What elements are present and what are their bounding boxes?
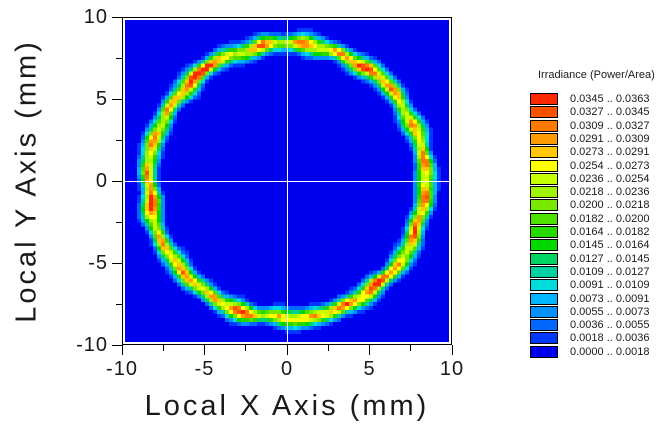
x-major-tick — [121, 345, 123, 355]
y-major-tick — [112, 180, 122, 182]
x-tick-label: 10 — [439, 358, 465, 380]
legend-row: 0.0073 .. 0.0091 — [530, 292, 664, 306]
legend-range-label: 0.0218 .. 0.0236 — [570, 186, 650, 199]
legend-range-label: 0.0000 .. 0.0018 — [570, 345, 650, 358]
legend-row: 0.0036 .. 0.0055 — [530, 319, 664, 332]
legend-range-label: 0.0327 .. 0.0345 — [570, 106, 650, 119]
legend-swatch — [530, 199, 558, 212]
legend-range-label: 0.0291 .. 0.0309 — [570, 132, 650, 145]
legend-swatch — [530, 146, 558, 159]
x-tick-label: 5 — [363, 358, 376, 380]
legend-range-label: 0.0164 .. 0.0182 — [570, 226, 650, 238]
x-major-tick — [286, 345, 288, 355]
legend-row: 0.0127 .. 0.0145 — [530, 252, 664, 266]
legend-range-label: 0.0018 .. 0.0036 — [570, 332, 650, 345]
legend-row: 0.0200 .. 0.0218 — [530, 199, 664, 212]
legend-range-label: 0.0182 .. 0.0200 — [570, 212, 650, 225]
y-major-tick — [112, 98, 122, 100]
legend-swatch — [530, 119, 558, 132]
legend-row: 0.0109 .. 0.0127 — [530, 265, 664, 279]
legend-row: 0.0273 .. 0.0291 — [530, 146, 664, 159]
y-major-tick — [112, 16, 122, 18]
plot-frame — [122, 17, 452, 345]
legend-row: 0.0000 .. 0.0018 — [530, 345, 664, 359]
legend-swatch — [530, 252, 558, 265]
legend-swatch — [530, 265, 558, 278]
x-tick-label: -10 — [106, 358, 138, 380]
y-tick-label: 10 — [83, 6, 108, 28]
legend-swatch — [530, 159, 558, 172]
legend-swatch — [530, 239, 558, 252]
legend-range-label: 0.0345 .. 0.0363 — [570, 93, 650, 105]
legend-range-label: 0.0127 .. 0.0145 — [570, 252, 650, 265]
y-minor-tick — [116, 139, 122, 141]
legend-range-label: 0.0036 .. 0.0055 — [570, 319, 650, 332]
legend-range-label: 0.0055 .. 0.0073 — [570, 305, 650, 318]
x-tick-label: -5 — [194, 358, 215, 380]
y-minor-tick — [116, 221, 122, 223]
legend-swatch — [530, 186, 558, 199]
legend-title: Irradiance (Power/Area) — [538, 69, 655, 81]
x-major-tick — [451, 345, 453, 355]
legend-swatch — [530, 292, 558, 305]
legend-swatch — [530, 305, 558, 318]
crosshair-horizontal-line — [125, 181, 449, 182]
legend-range-label: 0.0109 .. 0.0127 — [570, 265, 650, 278]
legend-swatch — [530, 226, 558, 238]
legend-row: 0.0145 .. 0.0164 — [530, 239, 664, 252]
legend-row: 0.0091 .. 0.0109 — [530, 279, 664, 292]
legend-range-label: 0.0273 .. 0.0291 — [570, 146, 650, 159]
legend-swatch — [530, 345, 558, 358]
y-tick-label: -10 — [76, 334, 108, 356]
legend-range-label: 0.0254 .. 0.0273 — [570, 159, 650, 172]
legend-swatch — [530, 106, 558, 119]
legend-swatch — [530, 332, 558, 345]
legend-swatch — [530, 279, 558, 292]
x-minor-tick — [162, 345, 164, 351]
y-tick-label: 0 — [95, 170, 108, 192]
legend-row: 0.0254 .. 0.0273 — [530, 159, 664, 173]
legend-row: 0.0055 .. 0.0073 — [530, 305, 664, 319]
y-minor-tick — [116, 57, 122, 59]
legend-row: 0.0182 .. 0.0200 — [530, 212, 664, 226]
legend-row: 0.0236 .. 0.0254 — [530, 172, 664, 186]
y-tick-label: -5 — [88, 252, 108, 274]
legend-range-label: 0.0073 .. 0.0091 — [570, 292, 650, 305]
legend-row: 0.0345 .. 0.0363 — [530, 93, 664, 106]
legend-row: 0.0018 .. 0.0036 — [530, 332, 664, 345]
legend-swatch — [530, 172, 558, 185]
legend-range-label: 0.0309 .. 0.0327 — [570, 119, 650, 132]
legend-range-label: 0.0200 .. 0.0218 — [570, 199, 650, 212]
y-tick-label: 5 — [95, 88, 108, 110]
x-major-tick — [204, 345, 205, 355]
x-major-tick — [369, 345, 370, 355]
legend-range-label: 0.0145 .. 0.0164 — [570, 239, 650, 252]
legend: Irradiance (Power/Area) 0.0345 .. 0.0363… — [530, 69, 664, 369]
legend-row: 0.0218 .. 0.0236 — [530, 186, 664, 199]
x-minor-tick — [410, 345, 412, 351]
legend-swatch — [530, 93, 558, 105]
x-minor-tick — [245, 345, 247, 351]
legend-range-label: 0.0236 .. 0.0254 — [570, 172, 650, 185]
legend-range-label: 0.0091 .. 0.0109 — [570, 279, 650, 292]
legend-row: 0.0164 .. 0.0182 — [530, 226, 664, 239]
legend-row: 0.0291 .. 0.0309 — [530, 132, 664, 146]
legend-row: 0.0327 .. 0.0345 — [530, 106, 664, 119]
y-minor-tick — [116, 303, 122, 305]
y-major-tick — [112, 262, 122, 264]
legend-swatch — [530, 212, 558, 225]
x-tick-label: 0 — [280, 358, 294, 380]
x-axis-title: Local X Axis (mm) — [144, 390, 430, 422]
y-major-tick — [112, 344, 122, 346]
legend-swatch — [530, 319, 558, 332]
legend-swatch — [530, 132, 558, 145]
legend-row: 0.0309 .. 0.0327 — [530, 119, 664, 133]
y-axis-title: Local Y Axis (mm) — [10, 39, 43, 323]
x-minor-tick — [327, 345, 329, 351]
